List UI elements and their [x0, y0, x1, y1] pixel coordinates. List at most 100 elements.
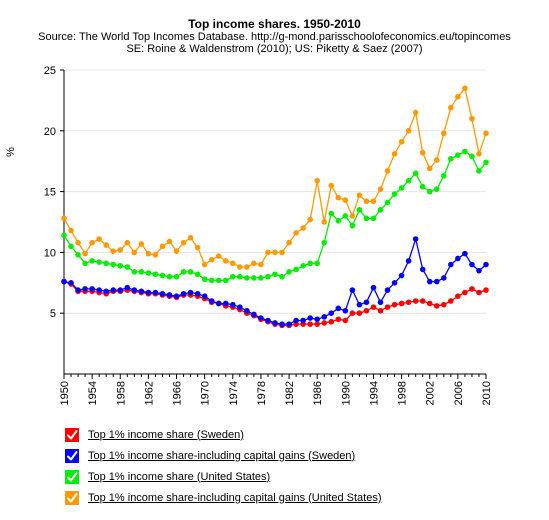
data-point: [391, 280, 398, 286]
data-point: [405, 299, 412, 306]
data-point: [145, 289, 152, 296]
data-point: [208, 298, 215, 304]
data-point: [208, 256, 215, 263]
data-point: [476, 289, 482, 296]
data-point: [251, 275, 257, 281]
data-point: [441, 275, 447, 281]
x-tick-label: 2002: [425, 381, 437, 405]
data-point: [173, 273, 180, 280]
data-point: [145, 270, 152, 276]
data-point: [215, 277, 222, 284]
data-point: [412, 170, 419, 177]
data-point: [68, 243, 74, 250]
legend-label[interactable]: Top 1% income share-including capital ga…: [88, 491, 382, 504]
data-point: [307, 315, 313, 321]
data-point: [412, 298, 419, 304]
x-tick-label: 1982: [284, 381, 296, 405]
legend-item-0[interactable]: Top 1% income share (Sweden): [65, 424, 382, 445]
checkbox-checked-icon[interactable]: [65, 469, 79, 484]
data-point: [187, 235, 194, 241]
data-point: [96, 259, 102, 265]
data-point: [405, 258, 412, 264]
data-point: [377, 186, 384, 192]
legend-label[interactable]: Top 1% income share-including capital ga…: [88, 449, 356, 462]
data-point: [152, 271, 159, 278]
data-point: [89, 286, 95, 292]
legend-label[interactable]: Top 1% income share (Sweden): [88, 428, 244, 441]
data-point: [194, 290, 201, 297]
data-point: [61, 278, 67, 285]
data-point: [166, 238, 173, 245]
data-point: [476, 267, 482, 274]
data-point: [244, 275, 250, 281]
checkbox-checked-icon[interactable]: [65, 490, 79, 505]
x-tick-label: 2006: [453, 381, 465, 405]
data-point: [237, 304, 243, 310]
data-point: [342, 307, 349, 314]
data-point: [138, 288, 145, 295]
data-point: [433, 186, 440, 192]
y-tick-label: 20: [44, 126, 56, 138]
data-point: [462, 148, 468, 155]
data-point: [237, 273, 243, 280]
data-point: [75, 287, 81, 293]
legend-item-1[interactable]: Top 1% income share-including capital ga…: [65, 445, 382, 466]
data-point: [201, 276, 208, 282]
data-point: [187, 269, 194, 275]
data-point: [433, 303, 440, 309]
data-point: [75, 252, 81, 258]
data-point: [391, 191, 398, 197]
data-point: [208, 277, 215, 284]
data-point: [180, 269, 187, 275]
data-point: [314, 316, 321, 323]
legend-item-3[interactable]: Top 1% income share-including capital ga…: [65, 487, 382, 508]
chart-subtitle-line-1: Source: The World Top Incomes Database. …: [38, 31, 511, 43]
data-point: [145, 250, 152, 257]
data-point: [426, 165, 433, 172]
data-point: [124, 264, 131, 270]
series-points: [61, 85, 489, 329]
data-point: [222, 258, 229, 264]
data-point: [131, 287, 138, 293]
data-point: [138, 241, 145, 247]
data-point: [433, 278, 440, 285]
x-tick-label: 1994: [368, 381, 380, 405]
data-point: [335, 305, 342, 312]
data-point: [103, 242, 109, 248]
data-point: [335, 217, 342, 224]
data-point: [476, 168, 482, 174]
data-point: [82, 260, 88, 267]
checkbox-checked-icon[interactable]: [65, 448, 79, 463]
data-point: [230, 273, 236, 280]
series-line-2: [63, 150, 487, 282]
data-point: [391, 301, 398, 308]
data-point: [328, 210, 335, 217]
data-point: [349, 222, 356, 229]
data-point: [96, 236, 102, 242]
data-point: [307, 260, 313, 267]
data-point: [173, 293, 180, 299]
data-point: [265, 317, 271, 324]
data-point: [68, 280, 74, 286]
data-point: [286, 239, 292, 246]
data-point: [321, 320, 328, 326]
data-point: [286, 321, 292, 327]
x-tick-label: 1978: [256, 381, 268, 405]
data-point: [448, 261, 454, 268]
data-point: [180, 239, 187, 246]
data-point: [370, 215, 377, 222]
legend-label[interactable]: Top 1% income share (United States): [88, 470, 271, 483]
data-point: [293, 317, 299, 324]
x-tick-label: 1958: [115, 381, 127, 405]
data-point: [455, 93, 461, 100]
checkbox-checked-icon[interactable]: [65, 427, 79, 442]
data-point: [272, 249, 278, 256]
data-point: [230, 260, 236, 267]
data-point: [279, 273, 285, 280]
data-point: [476, 151, 482, 157]
data-point: [244, 264, 250, 270]
legend-item-2[interactable]: Top 1% income share (United States): [65, 466, 382, 487]
line-chart: 5 10 15 20 25 1950 1954 1958 1962 1966 1970 1974 197…: [5, 65, 493, 405]
data-point: [314, 177, 321, 184]
data-point: [370, 284, 377, 291]
